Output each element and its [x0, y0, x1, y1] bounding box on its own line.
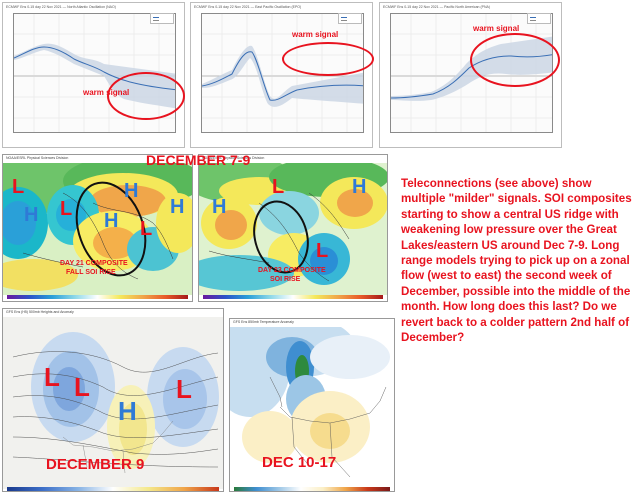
panel-header: ECMWF Ens 0-15 day 22 Nov 2021 — Pacific…: [383, 5, 490, 9]
gfs-850mb-temp-map: GFS Ens 850mb Temperature Anomaly: [229, 318, 395, 492]
high-pressure-label: H: [352, 176, 367, 198]
colorbar: [234, 487, 390, 491]
map-caption-december-9: DECEMBER 9: [46, 456, 145, 473]
colorbar: [7, 295, 188, 299]
high-pressure-label: H: [118, 396, 137, 426]
low-pressure-label: L: [12, 176, 25, 198]
high-pressure-label: H: [212, 196, 227, 218]
forecast-narrative: Teleconnections (see above) show multipl…: [401, 177, 632, 345]
low-pressure-label: L: [176, 374, 192, 404]
epo-ensemble-panel: ECMWF Ens 0-15 day 22 Nov 2021 — East Pa…: [190, 2, 373, 148]
composite-caption-left-line1: DAY 21 COMPOSITE: [60, 260, 128, 267]
composite-caption-left-line2: FALL SOI RISE: [66, 269, 116, 276]
warm-signal-ellipse-pna: [470, 33, 560, 87]
composite-anomaly-field: [3, 163, 192, 295]
low-pressure-label: L: [44, 362, 60, 392]
high-pressure-label: H: [170, 196, 185, 218]
low-pressure-label: L: [272, 176, 285, 198]
map-caption-dec-10-17: DEC 10-17: [262, 454, 337, 471]
composite-map-left: NOAA/ESRL Physical Sciences Division: [2, 154, 193, 302]
colorbar: [7, 487, 219, 491]
panel-header: ECMWF Ens 0-15 day 22 Nov 2021 — North A…: [6, 5, 116, 9]
map-header: NOAA/ESRL Physical Sciences Division: [3, 155, 192, 164]
high-pressure-label: H: [24, 204, 39, 226]
plot-legend: [338, 13, 362, 24]
composites-title: DECEMBER 7-9: [146, 152, 251, 168]
composite-anomaly-field: [199, 163, 387, 295]
low-pressure-label: L: [74, 372, 90, 402]
low-pressure-label: L: [316, 240, 329, 262]
high-pressure-label: H: [124, 180, 139, 202]
plot-legend: [527, 13, 551, 24]
warm-signal-ellipse-nao: [107, 72, 185, 120]
low-pressure-label: L: [140, 218, 153, 240]
gfs-500mb-map: GFS Ens (H5) 500mb Heights and Anomaly: [2, 308, 224, 492]
warm-signal-label-nao: warm signal: [83, 88, 130, 97]
high-pressure-label: H: [104, 210, 119, 232]
composite-caption-right-line2: SOI RISE: [270, 276, 301, 283]
warm-signal-ellipse-epo: [282, 42, 374, 76]
colorbar: [203, 295, 383, 299]
temperature-anomaly-field: [230, 327, 394, 489]
composite-map-right: NOAA/ESRL Physical Sciences Division: [198, 154, 388, 302]
low-pressure-label: L: [60, 198, 73, 220]
warm-signal-label-pna: warm signal: [473, 24, 520, 33]
plot-legend: [150, 13, 174, 24]
composite-caption-right-line1: DAY 23 COMPOSITE: [258, 267, 326, 274]
height-anomaly-field: [3, 317, 223, 489]
panel-header: ECMWF Ens 0-15 day 22 Nov 2021 — East Pa…: [194, 5, 302, 9]
warm-signal-label-epo: warm signal: [292, 30, 339, 39]
map-header: GFS Ens (H5) 500mb Heights and Anomaly: [3, 309, 223, 318]
map-header: GFS Ens 850mb Temperature Anomaly: [230, 319, 394, 328]
map-header: NOAA/ESRL Physical Sciences Division: [199, 155, 387, 164]
